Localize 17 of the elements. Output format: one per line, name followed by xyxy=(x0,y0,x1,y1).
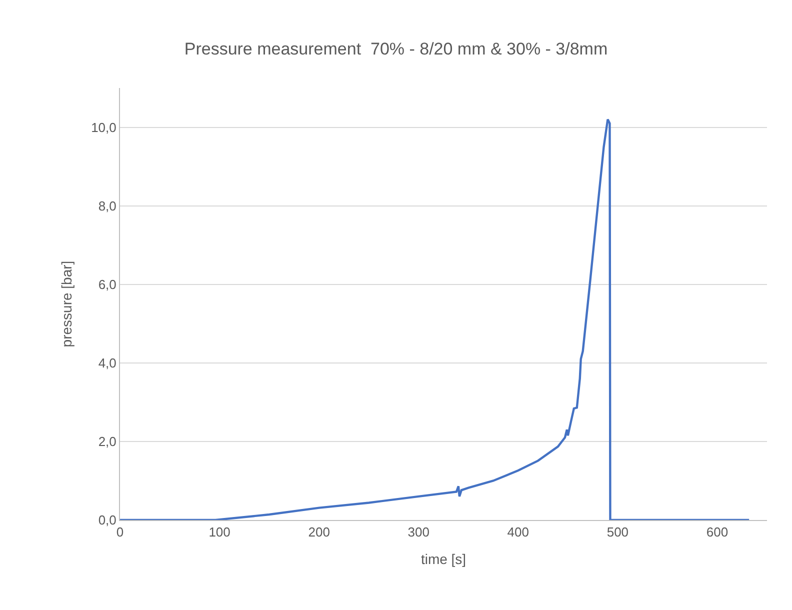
y-tick-label: 4,0 xyxy=(98,355,116,370)
x-tick-label: 600 xyxy=(706,524,728,540)
y-tick-label: 2,0 xyxy=(98,434,116,449)
x-tick-label: 200 xyxy=(308,524,330,540)
y-tick-label: 6,0 xyxy=(98,276,116,292)
x-tick-label: 100 xyxy=(208,524,230,540)
line-series xyxy=(120,118,750,520)
y-tick-label: 8,0 xyxy=(98,198,116,214)
x-tick-label: 400 xyxy=(507,524,529,540)
chart-title: Pressure measurement 70% - 8/20 mm & 30% - 3/8mm xyxy=(184,40,608,59)
x-tick-label: 0 xyxy=(116,524,124,540)
x-tick-label: 300 xyxy=(408,524,430,540)
y-axis-title: pressure [bar] xyxy=(58,260,75,348)
y-tick-label: 0,0 xyxy=(98,512,116,528)
y-tick-label: 10,0 xyxy=(91,120,116,135)
x-axis-title: time [s] xyxy=(420,550,466,567)
x-tick-label: 500 xyxy=(606,524,629,540)
